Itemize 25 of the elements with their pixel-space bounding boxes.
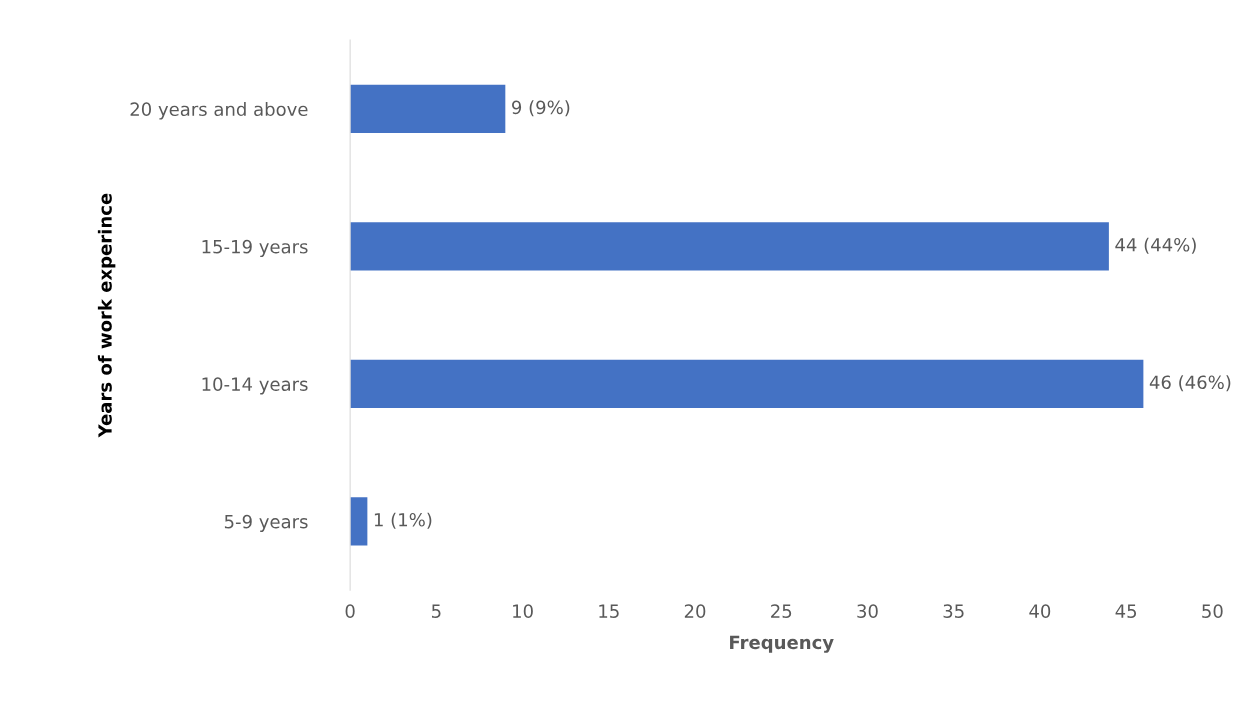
x-tick-label: 20 xyxy=(684,604,706,618)
x-tick-label: 35 xyxy=(943,604,964,618)
bar xyxy=(350,359,1144,408)
y-tick-label: 20 years and above xyxy=(130,102,308,120)
x-tick-label: 45 xyxy=(1115,604,1137,618)
y-axis-title: Years of work experince xyxy=(97,193,116,438)
data-label: 1 (1%) xyxy=(374,512,432,529)
x-tick-label: 40 xyxy=(1029,604,1051,618)
x-tick-label: 30 xyxy=(857,604,878,618)
x-tick-label: 15 xyxy=(599,604,619,618)
y-tick-label: 15-19 years xyxy=(202,239,308,257)
x-tick-label: 5 xyxy=(432,604,441,618)
x-tick-label: 25 xyxy=(771,604,792,618)
data-label: 46 (46%) xyxy=(1149,375,1231,392)
x-axis-title: Frequency xyxy=(730,635,834,653)
x-tick-label: 0 xyxy=(345,604,355,618)
bar xyxy=(350,84,506,133)
data-label: 9 (9%) xyxy=(512,100,570,117)
y-tick-label: 10-14 years xyxy=(202,377,308,395)
bar xyxy=(350,222,1109,271)
bar xyxy=(350,497,368,546)
x-tick-label: 50 xyxy=(1202,604,1223,618)
x-tick-label: 10 xyxy=(513,604,533,618)
y-tick-label: 5-9 years xyxy=(224,514,308,532)
data-label: 44 (44%) xyxy=(1115,237,1196,254)
